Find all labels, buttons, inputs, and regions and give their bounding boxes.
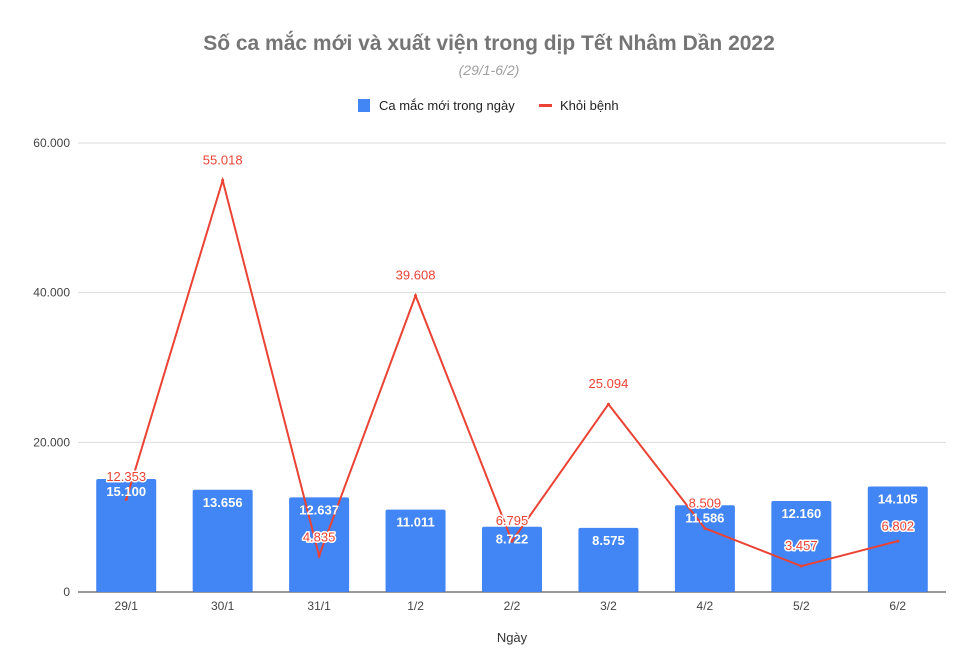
- y-tick-label: 0: [63, 585, 70, 599]
- line-point: [317, 554, 321, 558]
- line-point: [221, 178, 225, 182]
- bar-value-label: 13.656: [203, 495, 243, 510]
- bar: [578, 527, 639, 592]
- legend: Ca mắc mới trong ngày Khỏi bệnh: [358, 98, 619, 113]
- line-value-label: 12.353: [106, 469, 146, 484]
- bar: [192, 489, 253, 592]
- line-value-label: 6.795: [496, 513, 529, 528]
- bar: [771, 501, 832, 592]
- line-value-label: 55.018: [203, 152, 243, 167]
- bar-value-label: 12.637: [299, 502, 339, 517]
- bar-value-label: 12.160: [781, 506, 821, 521]
- line-value-label: 8.509: [689, 495, 722, 510]
- y-tick-label: 40.000: [33, 286, 70, 300]
- x-tick-label: 31/1: [307, 599, 331, 613]
- x-tick-label: 29/1: [115, 599, 139, 613]
- bar-value-label: 11.586: [685, 510, 724, 525]
- x-axis-label: Ngày: [497, 630, 528, 645]
- bar: [385, 509, 446, 592]
- line-value-label: 3.457: [785, 538, 818, 553]
- bar-value-label: 14.105: [878, 491, 918, 506]
- line-point: [896, 539, 900, 543]
- y-tick-label: 60.000: [33, 136, 70, 150]
- line-point: [799, 564, 803, 568]
- x-tick-label: 3/2: [600, 599, 617, 613]
- legend-swatch-bar: [358, 99, 370, 112]
- bar: [674, 505, 735, 592]
- y-tick-label: 20.000: [33, 435, 70, 449]
- line-value-label: 25.094: [589, 376, 629, 391]
- bar-value-label: 11.011: [396, 515, 434, 530]
- line-point: [414, 294, 418, 298]
- bar: [867, 486, 928, 592]
- legend-label-line: Khỏi bệnh: [560, 98, 619, 113]
- bar-value-label: 15.100: [106, 484, 146, 499]
- bar: [289, 497, 350, 592]
- line-point: [606, 402, 610, 406]
- line-point: [703, 526, 707, 530]
- bar-value-label: 8.722: [496, 532, 529, 547]
- bar: [96, 479, 157, 592]
- x-tick-label: 5/2: [793, 599, 810, 613]
- chart-title: Số ca mắc mới và xuất viện trong dịp Tết…: [203, 31, 775, 55]
- x-tick-label: 6/2: [889, 599, 906, 613]
- line-point: [124, 498, 128, 502]
- bar-value-label: 8.575: [592, 533, 625, 548]
- line-value-label: 6.802: [882, 518, 915, 533]
- line-value-label: 4.835: [303, 529, 336, 544]
- x-tick-label: 2/2: [504, 599, 521, 613]
- x-tick-label: 4/2: [697, 599, 714, 613]
- chart-subtitle: (29/1-6/2): [459, 62, 520, 78]
- bar: [482, 526, 542, 592]
- line-value-label: 39.608: [396, 268, 436, 283]
- line-point: [510, 539, 514, 543]
- legend-swatch-line: [539, 104, 552, 107]
- x-tick-label: 1/2: [407, 599, 424, 613]
- legend-label-bar: Ca mắc mới trong ngày: [379, 98, 515, 113]
- x-tick-label: 30/1: [211, 599, 235, 613]
